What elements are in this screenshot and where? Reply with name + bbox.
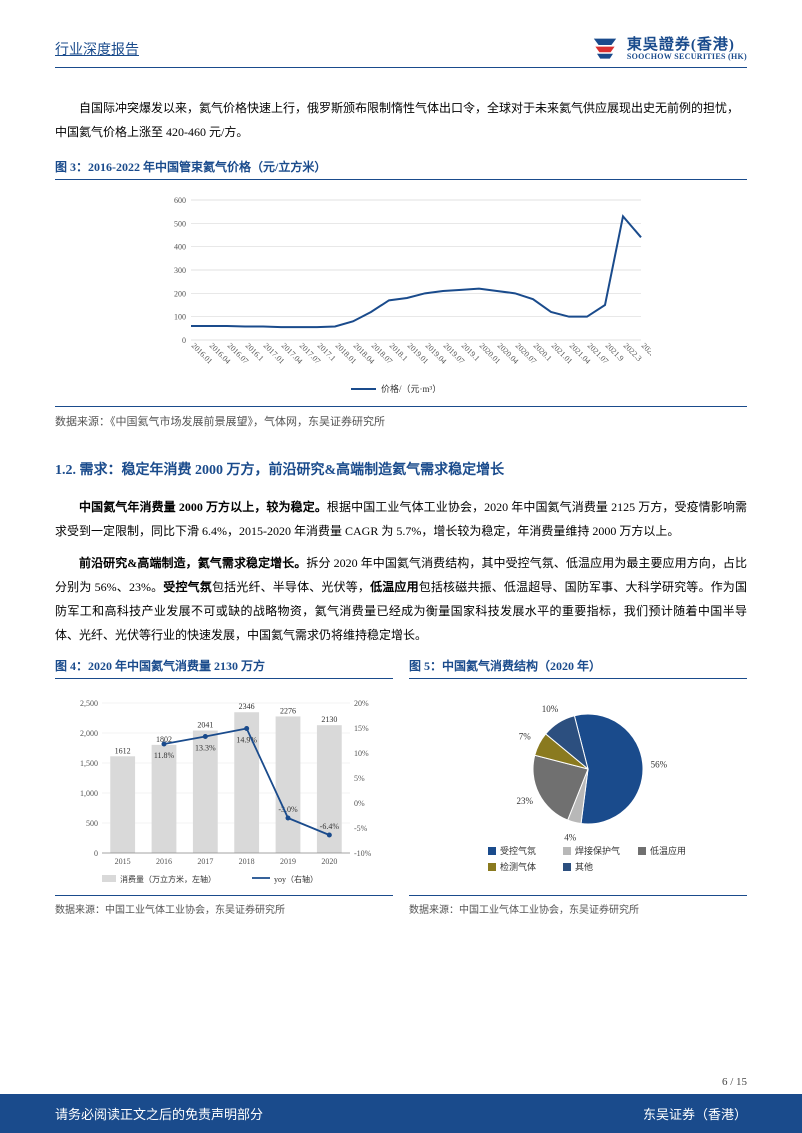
figure4-title: 图 4：2020 年中国氦气消费量 2130 万方	[55, 657, 393, 679]
svg-text:低温应用: 低温应用	[650, 845, 686, 856]
svg-text:200: 200	[174, 289, 186, 298]
svg-text:-6.4%: -6.4%	[320, 822, 340, 831]
svg-text:检测气体: 检测气体	[500, 861, 536, 872]
svg-text:10%: 10%	[542, 704, 559, 714]
svg-text:2,500: 2,500	[80, 699, 98, 708]
section-1-2-para1: 中国氦气年消费量 2000 万方以上，较为稳定。根据中国工业气体工业协会，202…	[55, 495, 747, 543]
svg-text:-10%: -10%	[354, 849, 372, 858]
svg-text:受控气氛: 受控气氛	[500, 845, 536, 856]
svg-text:2022.3: 2022.3	[622, 341, 644, 363]
svg-text:2020: 2020	[321, 857, 337, 866]
svg-text:300: 300	[174, 266, 186, 275]
figure3-source: 数据来源：《中国氦气市场发展前景展望》，气体网，东吴证券研究所	[55, 406, 747, 429]
doc-type-label: 行业深度报告	[55, 39, 139, 59]
svg-text:10%: 10%	[354, 749, 369, 758]
figure5-container: 图 5：中国氦气消费结构（2020 年） 56% 4% 23% 7% 10% 受控气氛 焊接…	[409, 657, 747, 916]
svg-text:13.3%: 13.3%	[195, 744, 216, 753]
para2-bold1: 受控气氛	[163, 580, 212, 594]
svg-text:500: 500	[174, 219, 186, 228]
svg-text:2022.5: 2022.5	[640, 341, 651, 363]
figure3-title: 图 3：2016-2022 年中国管束氦气价格（元/立方米）	[55, 158, 747, 180]
figure4-container: 图 4：2020 年中国氦气消费量 2130 万方 0 500 1,000 1,500…	[55, 657, 393, 916]
disclaimer-text: 请务必阅读正文之后的免责声明部分	[55, 1104, 263, 1123]
svg-text:11.8%: 11.8%	[154, 751, 175, 760]
figure5-source: 数据来源：中国工业气体工业协会，东吴证券研究所	[409, 895, 747, 916]
svg-text:1,000: 1,000	[80, 789, 98, 798]
logo-cn-text: 東吳證券(香港)	[627, 38, 747, 53]
header: 行业深度报告 東吳證券(香港) SOOCHOW SECURITIES (HK)	[55, 35, 747, 68]
svg-text:-5%: -5%	[354, 824, 368, 833]
svg-text:消费量（万立方米，左轴）: 消费量（万立方米，左轴）	[120, 874, 216, 884]
svg-text:15%: 15%	[354, 724, 369, 733]
svg-text:2017: 2017	[197, 857, 213, 866]
logo: 東吳證券(香港) SOOCHOW SECURITIES (HK)	[589, 35, 747, 63]
svg-text:2019: 2019	[280, 857, 296, 866]
svg-text:yoy（右轴）: yoy（右轴）	[274, 874, 318, 884]
svg-text:价格/（元·m³）: 价格/（元·m³）	[381, 383, 441, 394]
intro-paragraph: 自国际冲突爆发以来，氦气价格快速上行，俄罗斯颁布限制惰性气体出口令，全球对于未来…	[55, 96, 747, 144]
figure4-source: 数据来源：中国工业气体工业协会，东吴证券研究所	[55, 895, 393, 916]
para2-lead: 前沿研究&高端制造，氦气需求稳定增长。	[79, 556, 306, 570]
svg-text:0%: 0%	[354, 799, 365, 808]
figure5-title: 图 5：中国氦气消费结构（2020 年）	[409, 657, 747, 679]
svg-text:100: 100	[174, 313, 186, 322]
svg-text:500: 500	[86, 819, 98, 828]
logo-icon	[589, 35, 621, 63]
company-text: 东吴证券（香港）	[643, 1104, 747, 1123]
svg-text:2015: 2015	[115, 857, 131, 866]
svg-text:2018: 2018	[239, 857, 255, 866]
svg-text:其他: 其他	[575, 861, 593, 872]
page-number: 6 / 15	[0, 1076, 802, 1094]
svg-text:2016: 2016	[156, 857, 172, 866]
footer: 6 / 15 请务必阅读正文之后的免责声明部分 东吴证券（香港）	[0, 1076, 802, 1133]
svg-text:2276: 2276	[280, 706, 296, 715]
svg-text:2041: 2041	[197, 721, 213, 730]
para1-lead: 中国氦气年消费量 2000 万方以上，较为稳定。	[79, 500, 327, 514]
para2-bold2: 低温应用	[370, 580, 419, 594]
svg-text:2346: 2346	[239, 702, 255, 711]
svg-text:4%: 4%	[564, 833, 577, 843]
svg-text:1612: 1612	[115, 746, 131, 755]
svg-text:1,500: 1,500	[80, 759, 98, 768]
figure3-chart: 01002003004005006002016.012016.042016.07…	[55, 190, 747, 400]
svg-text:0: 0	[94, 849, 98, 858]
svg-text:2,000: 2,000	[80, 729, 98, 738]
para2-mid2: 包括光纤、半导体、光伏等，	[212, 580, 370, 594]
svg-text:2130: 2130	[321, 715, 337, 724]
figure4-chart: 0 500 1,000 1,500 2,000 2,500 -10% -5% 0% 5% 10% 15…	[55, 689, 393, 889]
svg-text:56%: 56%	[651, 760, 668, 770]
figure5-chart: 56% 4% 23% 7% 10% 受控气氛 焊接保护气 低温应用检测气体 其他	[409, 689, 747, 889]
section-1-2-para2: 前沿研究&高端制造，氦气需求稳定增长。拆分 2020 年中国氦气消费结构，其中受…	[55, 551, 747, 647]
svg-text:7%: 7%	[519, 732, 532, 742]
svg-text:20%: 20%	[354, 699, 369, 708]
svg-text:0: 0	[182, 336, 186, 345]
section-1-2-heading: 1.2. 需求：稳定年消费 2000 万方，前沿研究&高端制造氦气需求稳定增长	[55, 459, 747, 479]
svg-text:-3.0%: -3.0%	[278, 805, 298, 814]
svg-text:5%: 5%	[354, 774, 365, 783]
svg-text:600: 600	[174, 196, 186, 205]
svg-text:23%: 23%	[516, 796, 533, 806]
svg-text:400: 400	[174, 243, 186, 252]
svg-text:焊接保护气: 焊接保护气	[575, 845, 620, 856]
logo-en-text: SOOCHOW SECURITIES (HK)	[627, 53, 747, 61]
